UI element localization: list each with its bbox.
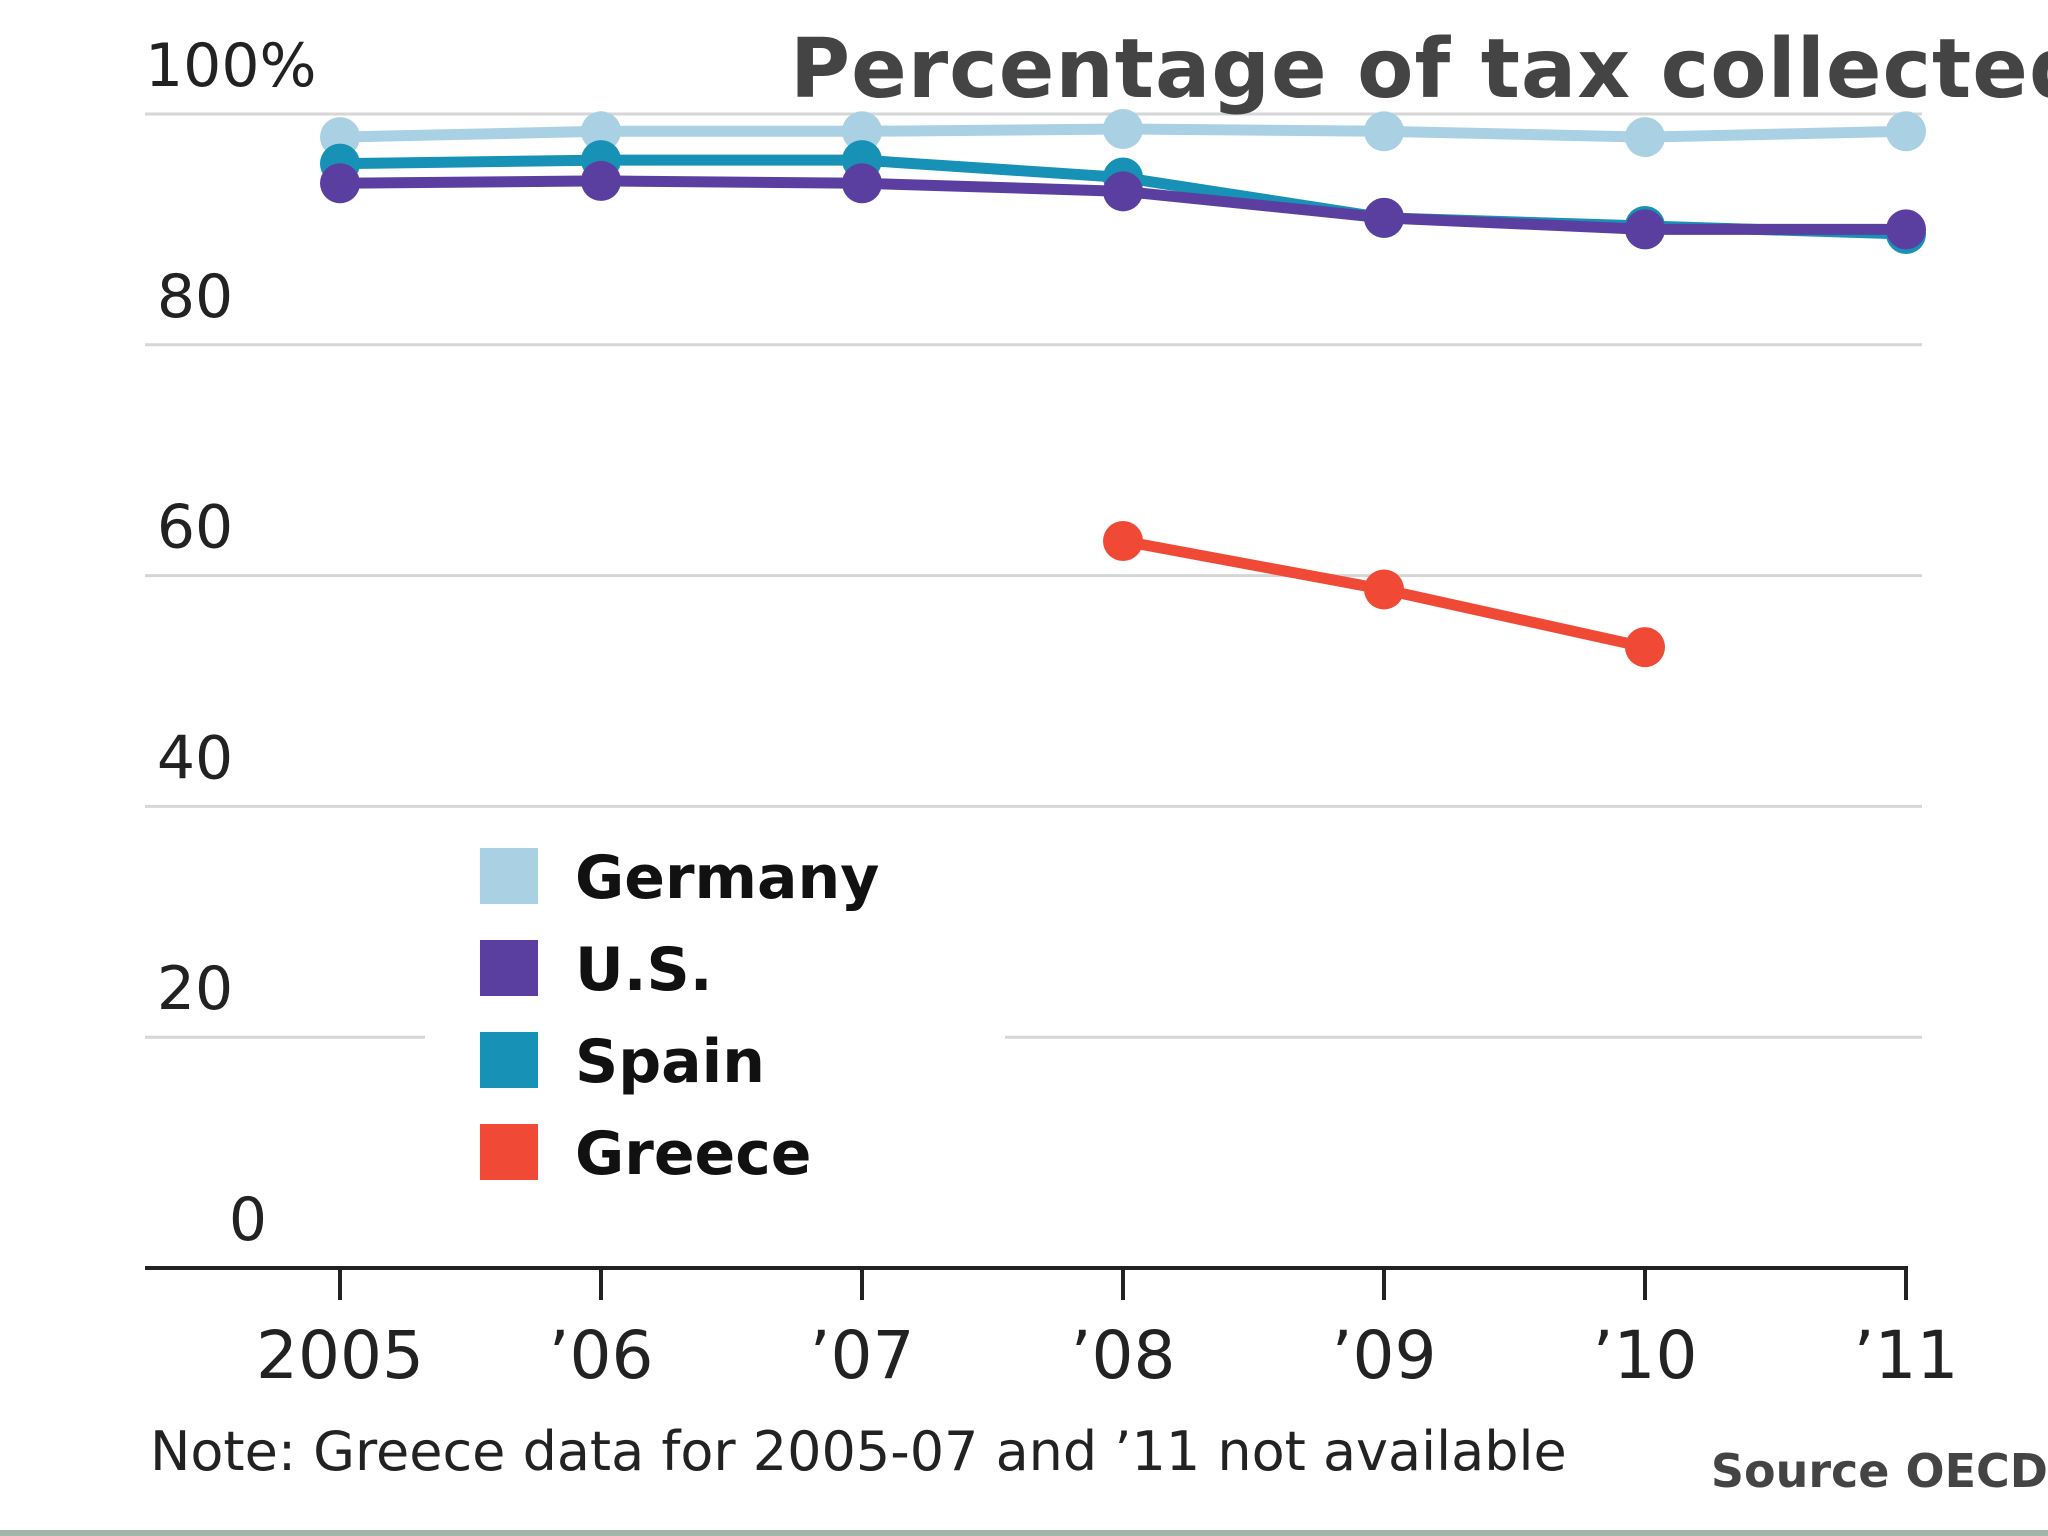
data-point-greece <box>1103 520 1143 561</box>
series-germany <box>320 109 1926 158</box>
series-greece <box>1103 520 1665 668</box>
x-tick-label: ’10 <box>1593 1317 1698 1394</box>
data-point-germany <box>842 111 882 152</box>
x-tick-label: ’07 <box>810 1317 915 1394</box>
x-tick-label: ’11 <box>1854 1317 1959 1394</box>
data-point-us <box>1886 209 1926 250</box>
data-point-greece <box>1364 569 1404 610</box>
data-point-us <box>1625 209 1665 250</box>
y-axis-ticks: 100% 80 60 40 20 0 <box>145 31 317 1255</box>
series-us <box>320 160 1926 250</box>
y-tick-label: 40 <box>157 723 233 793</box>
data-point-germany <box>1364 111 1404 152</box>
legend-label-greece: Greece <box>575 1119 811 1189</box>
data-point-us <box>1364 197 1404 238</box>
data-point-us <box>842 163 882 204</box>
legend: Germany U.S. Spain Greece <box>425 820 1005 1200</box>
legend-label-spain: Spain <box>575 1027 765 1097</box>
legend-swatch-us <box>480 940 538 996</box>
x-tick-label: ’09 <box>1332 1317 1437 1394</box>
data-point-us <box>581 160 621 201</box>
data-point-us <box>320 163 360 204</box>
legend-swatch-germany <box>480 848 538 904</box>
data-point-germany <box>1625 117 1665 158</box>
data-point-us <box>1103 171 1143 212</box>
x-tick-label: 2005 <box>256 1317 424 1394</box>
grid-lines <box>145 112 1922 1039</box>
y-tick-label: 20 <box>157 954 233 1024</box>
series-lines <box>320 109 1926 668</box>
chart-title: Percentage of tax collected <box>790 22 2048 117</box>
data-point-germany <box>1103 109 1143 150</box>
source-label: Source OECD <box>1710 1444 2048 1498</box>
y-tick-label: 0 <box>229 1185 267 1255</box>
y-tick-label: 80 <box>157 262 233 332</box>
x-tick-label: ’08 <box>1071 1317 1176 1394</box>
legend-swatch-spain <box>480 1032 538 1088</box>
legend-label-germany: Germany <box>575 843 879 913</box>
x-axis: 2005 ’06 ’07 ’08 ’09 ’10 ’11 <box>145 1266 1959 1394</box>
data-point-germany <box>581 111 621 152</box>
legend-swatch-greece <box>480 1124 538 1180</box>
chart-note: Note: Greece data for 2005-07 and ’11 no… <box>150 1420 1567 1483</box>
y-tick-label: 60 <box>157 493 233 563</box>
bottom-divider <box>0 1530 2048 1536</box>
data-point-germany <box>1886 111 1926 152</box>
y-tick-label: 100% <box>145 31 317 101</box>
data-point-greece <box>1625 627 1665 668</box>
legend-label-us: U.S. <box>575 935 713 1005</box>
x-tick-label: ’06 <box>549 1317 654 1394</box>
